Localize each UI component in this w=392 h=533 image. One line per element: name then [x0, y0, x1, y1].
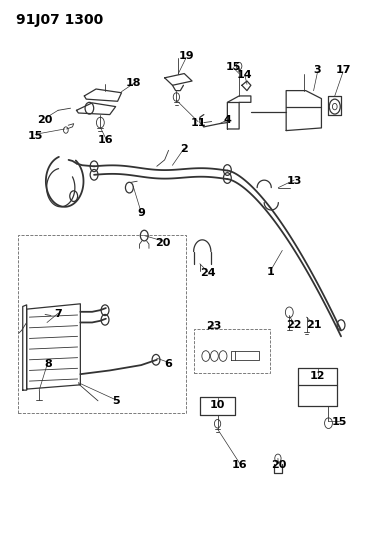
Text: 5: 5 — [112, 396, 120, 406]
Text: 4: 4 — [223, 115, 231, 125]
Text: 16: 16 — [98, 135, 114, 144]
Text: 8: 8 — [44, 359, 52, 368]
Text: 1: 1 — [267, 267, 274, 277]
Text: 91J07 1300: 91J07 1300 — [16, 13, 103, 27]
Text: 24: 24 — [200, 268, 216, 278]
Text: 15: 15 — [225, 62, 241, 71]
Text: 18: 18 — [125, 78, 141, 87]
Bar — [18, 235, 186, 413]
Text: 2: 2 — [180, 144, 188, 154]
Text: 17: 17 — [335, 66, 351, 75]
Text: 16: 16 — [232, 460, 248, 470]
Text: 22: 22 — [286, 320, 302, 330]
Text: 15: 15 — [331, 417, 347, 427]
Text: 13: 13 — [286, 176, 302, 186]
Text: 15: 15 — [27, 131, 43, 141]
Text: 19: 19 — [178, 51, 194, 61]
Text: 3: 3 — [314, 66, 321, 75]
Text: 21: 21 — [306, 320, 321, 330]
Text: 20: 20 — [155, 238, 171, 247]
Text: 23: 23 — [206, 321, 221, 331]
Text: 6: 6 — [165, 359, 172, 368]
Text: 12: 12 — [310, 371, 325, 381]
Text: 7: 7 — [54, 310, 62, 319]
Text: 9: 9 — [137, 208, 145, 218]
Text: 10: 10 — [210, 400, 225, 410]
Text: 20: 20 — [270, 460, 286, 470]
Text: 11: 11 — [190, 118, 206, 127]
Bar — [194, 329, 270, 373]
Text: 14: 14 — [237, 70, 253, 79]
Text: 20: 20 — [37, 115, 53, 125]
